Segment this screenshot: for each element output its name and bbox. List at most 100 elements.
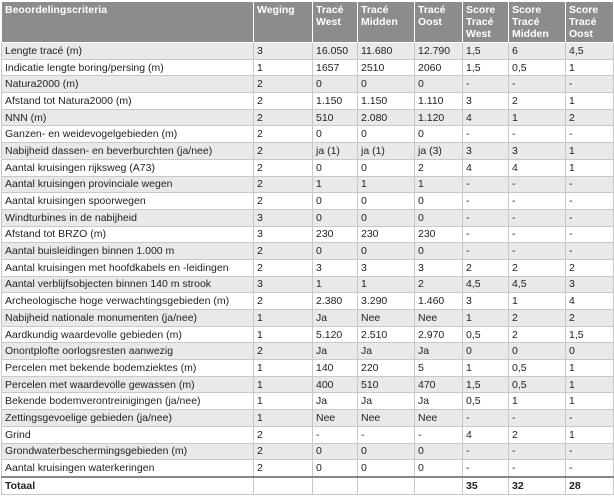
value-cell: 400	[312, 375, 358, 394]
value-cell: -	[508, 442, 566, 461]
value-cell: 3	[253, 208, 313, 227]
criterion-cell: Percelen met bekende bodemziektes (m)	[1, 359, 254, 377]
value-cell: Nee	[414, 309, 463, 327]
value-cell: -	[462, 75, 509, 94]
value-cell: -	[462, 442, 509, 461]
value-cell: 2	[414, 275, 463, 294]
value-cell: Nee	[357, 409, 415, 427]
value-cell: -	[565, 75, 614, 94]
header-cell: Score Tracé Midden	[508, 1, 566, 43]
value-cell: 0	[312, 192, 358, 210]
value-cell: -	[508, 225, 566, 244]
value-cell: -	[462, 125, 509, 144]
criterion-cell: Percelen met waardevolle gewassen (m)	[1, 375, 254, 394]
header-cell: Weging	[253, 1, 313, 43]
value-cell: 4	[462, 108, 509, 127]
value-cell: -	[565, 175, 614, 194]
table-row: Grondwaterbeschermingsgebieden (m) 2 0 0 0- -…	[1, 442, 614, 461]
value-cell: 2	[508, 325, 566, 344]
value-cell: 3	[462, 142, 509, 160]
table-row: Lengte tracé (m) 3 16.050 11.680 12.790 1,5 6 4…	[1, 42, 614, 60]
table-body: Lengte tracé (m) 3 16.050 11.680 12.790 1,5 6 4…	[1, 42, 614, 478]
value-cell: Nee	[312, 409, 358, 427]
value-cell: 1	[462, 309, 509, 327]
value-cell: 1	[508, 392, 566, 411]
value-cell: -	[414, 425, 463, 444]
value-cell: 1	[565, 359, 614, 377]
value-cell: -	[565, 442, 614, 461]
empty-cell	[414, 475, 463, 495]
value-cell: 1	[357, 275, 415, 294]
criterion-cell: Aantal buisleidingen binnen 1.000 m	[1, 242, 254, 260]
value-cell: -	[508, 192, 566, 210]
value-cell: 1.110	[414, 92, 463, 110]
value-cell: 0,5	[462, 392, 509, 411]
value-cell: 1	[462, 359, 509, 377]
table-row: Aardkundig waardevolle gebieden (m) 1 5.12…	[1, 325, 614, 344]
value-cell: -	[462, 225, 509, 244]
value-cell: 0	[357, 242, 415, 260]
criterion-cell: Ganzen- en weidevogelgebieden (m)	[1, 125, 254, 144]
table-row: Percelen met bekende bodemziektes (m) 1 14…	[1, 359, 614, 377]
value-cell: 1	[253, 392, 313, 411]
header-cell: Score Tracé Oost	[565, 1, 614, 43]
value-cell: 1	[414, 175, 463, 194]
value-cell: 470	[414, 375, 463, 394]
value-cell: Ja	[357, 392, 415, 411]
value-cell: 4,5	[508, 275, 566, 294]
value-cell: 1,5	[462, 375, 509, 394]
value-cell: 510	[312, 108, 358, 127]
value-cell: 2.970	[414, 325, 463, 344]
value-cell: 0	[357, 442, 415, 461]
value-cell: -	[565, 125, 614, 144]
value-cell: 2	[253, 342, 313, 361]
criterion-cell: Nabijheid dassen- en beverburchten (ja/n…	[1, 142, 254, 160]
value-cell: -	[508, 125, 566, 144]
value-cell: 140	[312, 359, 358, 377]
value-cell: 1	[565, 392, 614, 411]
table-row: Aantal kruisingen met hoofdkabels en -le…	[1, 258, 614, 277]
header-cell: Beoordelingscriteria	[1, 1, 254, 43]
value-cell: 2	[253, 75, 313, 94]
value-cell: 4,5	[462, 275, 509, 294]
value-cell: Ja	[312, 342, 358, 361]
value-cell: 0	[312, 442, 358, 461]
value-cell: 1.460	[414, 292, 463, 310]
value-cell: 0	[312, 125, 358, 144]
criterion-cell: Grind	[1, 425, 254, 444]
value-cell: 2510	[357, 58, 415, 77]
value-cell: -	[357, 425, 415, 444]
value-cell: 1.150	[312, 92, 358, 110]
value-cell: 230	[414, 225, 463, 244]
value-cell: 1	[253, 309, 313, 327]
value-cell: 4,5	[565, 42, 614, 60]
value-cell: -	[565, 459, 614, 478]
value-cell: 5	[414, 359, 463, 377]
table-row: Bekende bodemverontreinigingen (ja/nee) 1…	[1, 392, 614, 411]
value-cell: -	[565, 208, 614, 227]
criterion-cell: Archeologische hoge verwachtingsgebieden…	[1, 292, 254, 310]
value-cell: 2	[253, 242, 313, 260]
table-row: Percelen met waardevolle gewassen (m) 1 40…	[1, 375, 614, 394]
table-row: NNN (m) 2 510 2.080 1.120 4 1 2	[1, 108, 614, 127]
table-row: Ganzen- en weidevogelgebieden (m) 2 0 0 0- - -	[1, 125, 614, 144]
value-cell: 3	[253, 42, 313, 60]
value-cell: 3	[253, 225, 313, 244]
value-cell: -	[508, 459, 566, 478]
value-cell: Ja	[312, 309, 358, 327]
value-cell: 0	[357, 459, 415, 478]
value-cell: 2	[253, 192, 313, 210]
table-row: Zettingsgevoelige gebieden (ja/nee) 1 Nee N…	[1, 409, 614, 427]
value-cell: -	[312, 425, 358, 444]
value-cell: 1	[312, 175, 358, 194]
value-cell: 220	[357, 359, 415, 377]
value-cell: 11.680	[357, 42, 415, 60]
value-cell: 2	[462, 258, 509, 277]
value-cell: 1	[312, 275, 358, 294]
criterion-cell: Aantal kruisingen waterkeringen	[1, 459, 254, 478]
table-header: Beoordelingscriteria Weging Tracé West Trac…	[1, 1, 614, 43]
value-cell: 4	[462, 158, 509, 177]
value-cell: -	[462, 409, 509, 427]
